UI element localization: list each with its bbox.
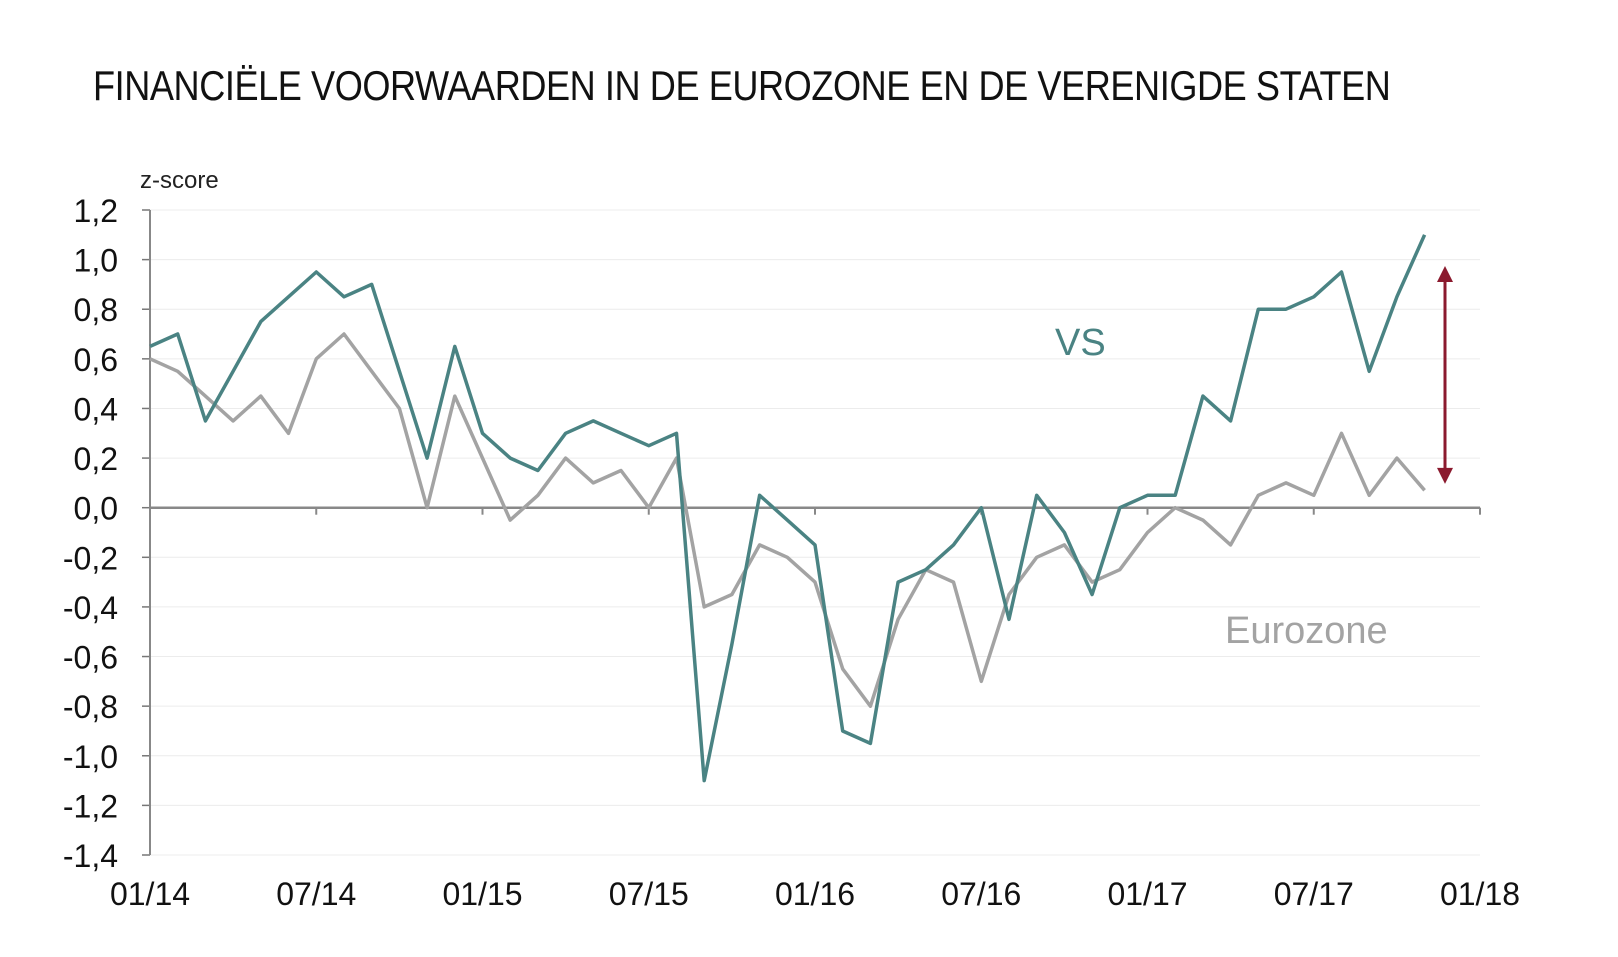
y-tick-label: -1,0 — [63, 739, 118, 775]
x-tick-label: 01/15 — [442, 876, 522, 912]
y-tick-label: 0,6 — [74, 342, 118, 378]
y-tick-label: -1,4 — [63, 838, 118, 874]
y-axis-label: z-score — [140, 167, 219, 194]
x-tick-label: 07/14 — [276, 876, 356, 912]
y-tick-label: 1,0 — [74, 243, 118, 279]
y-tick-label: -1,2 — [63, 788, 118, 824]
arrow-head-up — [1437, 266, 1453, 283]
x-tick-labels: 01/14 07/14 01/15 07/15 01/16 07/16 01/17 07/17… — [110, 876, 1520, 912]
series-line-vs — [149, 234, 1427, 783]
label-vs: VS — [1055, 322, 1106, 364]
y-tick-label: -0,8 — [63, 689, 118, 725]
x-tick-label: 07/15 — [609, 876, 689, 912]
arrow-head-down — [1437, 467, 1453, 484]
x-tick-label: 01/16 — [775, 876, 855, 912]
x-tick-label: 07/17 — [1274, 876, 1354, 912]
series-lines — [149, 234, 1427, 783]
series-labels: VS Eurozone — [1055, 322, 1388, 652]
y-tick-labels: 1,2 1,0 0,8 0,6 0,4 0,2 0,0 -0,2 -0,4 -0,6 -0,8 -1,… — [63, 193, 118, 874]
y-tick-label: -0,4 — [63, 590, 118, 626]
chart-title: FINANCIËLE VOORWAARDEN IN DE EUROZONE EN… — [93, 62, 1391, 109]
gap-arrow — [1437, 266, 1453, 484]
x-tick-label: 01/17 — [1107, 876, 1187, 912]
axes — [149, 210, 1481, 855]
y-tick-label: 0,0 — [74, 491, 118, 527]
y-tick-label: -0,2 — [63, 540, 118, 576]
x-tick-label: 01/18 — [1440, 876, 1520, 912]
y-tick-label: 0,2 — [74, 441, 118, 477]
x-tick-label: 01/14 — [110, 876, 190, 912]
label-eurozone: Eurozone — [1225, 610, 1388, 652]
series-line-eurozone — [149, 332, 1426, 708]
gridlines — [142, 209, 1480, 856]
y-tick-label: 1,2 — [74, 193, 118, 229]
x-tick-label: 07/16 — [941, 876, 1021, 912]
y-tick-label: -0,6 — [63, 640, 118, 676]
y-tick-label: 0,4 — [74, 391, 118, 427]
y-tick-label: 0,8 — [74, 292, 118, 328]
